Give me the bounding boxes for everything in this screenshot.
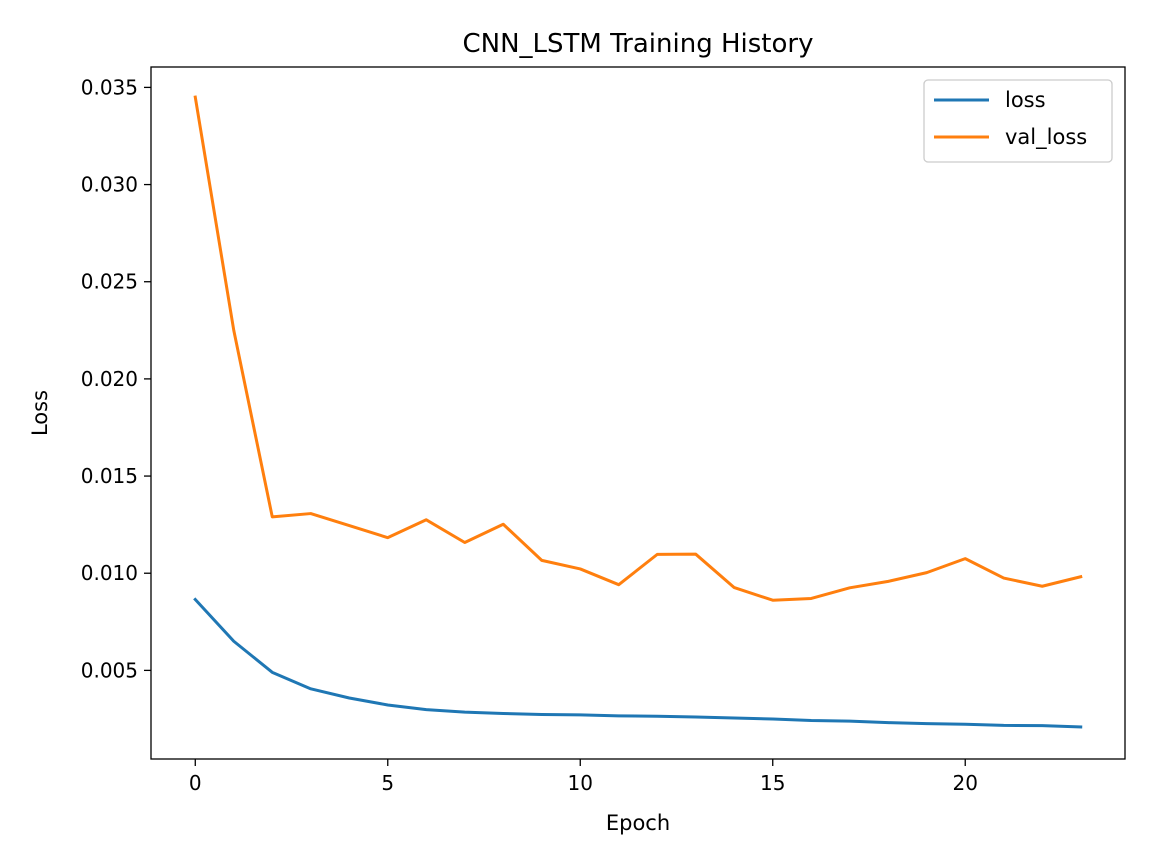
legend-label-val-loss: val_loss [1005, 125, 1087, 150]
y-axis-ticks: 0.005 0.010 0.015 0.020 0.025 0.030 0.035 [81, 75, 151, 682]
y-tick-label: 0.005 [81, 658, 138, 682]
y-axis-label: Loss [28, 390, 52, 436]
x-tick-label: 15 [760, 771, 785, 795]
x-axis-label: Epoch [606, 811, 670, 835]
legend: loss val_loss [923, 79, 1113, 163]
plot-frame [150, 66, 1126, 760]
x-tick-label: 10 [568, 771, 593, 795]
y-tick-label: 0.015 [81, 464, 138, 488]
y-tick-label: 0.010 [81, 561, 138, 585]
y-tick-label: 0.025 [81, 270, 138, 294]
y-tick-label: 0.020 [81, 367, 138, 391]
series-layer [193, 95, 1083, 729]
x-axis-ticks: 0 5 10 15 20 [189, 759, 978, 795]
series-line-val-loss [193, 95, 1083, 602]
x-tick-label: 5 [381, 771, 394, 795]
y-tick-label: 0.035 [81, 75, 138, 99]
legend-label-loss: loss [1005, 88, 1046, 112]
x-tick-label: 0 [189, 771, 202, 795]
chart-title: CNN_LSTM Training History [463, 29, 814, 59]
series-line-loss [193, 597, 1083, 729]
y-tick-label: 0.030 [81, 173, 138, 197]
x-tick-label: 20 [953, 771, 978, 795]
